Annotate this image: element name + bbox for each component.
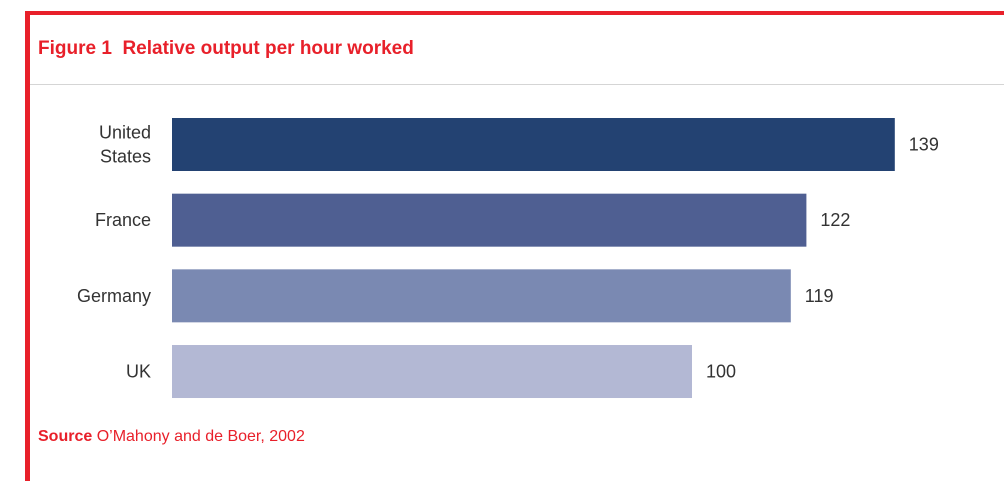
category-label-line: States <box>100 147 151 167</box>
data-label: 100 <box>706 362 736 382</box>
left-border <box>25 11 30 481</box>
source-text: O’Mahony and de Boer, 2002 <box>92 428 305 445</box>
data-label: 122 <box>820 210 850 230</box>
data-label: 119 <box>805 286 834 306</box>
category-label-line: United <box>99 123 151 143</box>
bar <box>172 118 895 171</box>
figure-title: Figure 1 Relative output per hour worked <box>38 38 414 59</box>
category-label: France <box>95 210 151 230</box>
category-label-line: Germany <box>77 286 151 306</box>
bar <box>172 193 807 247</box>
category-label: UK <box>126 362 151 382</box>
category-label: Germany <box>77 286 151 306</box>
top-border <box>25 11 1004 15</box>
category-label: United States <box>99 123 151 167</box>
title-divider <box>30 84 1004 85</box>
source-note: Source O’Mahony and de Boer, 2002 <box>38 428 305 446</box>
category-label-line: France <box>95 210 151 230</box>
bar <box>172 269 791 323</box>
data-label: 139 <box>909 135 939 155</box>
source-label: Source <box>38 428 93 445</box>
category-label-line: UK <box>126 362 151 382</box>
bar <box>172 345 692 399</box>
